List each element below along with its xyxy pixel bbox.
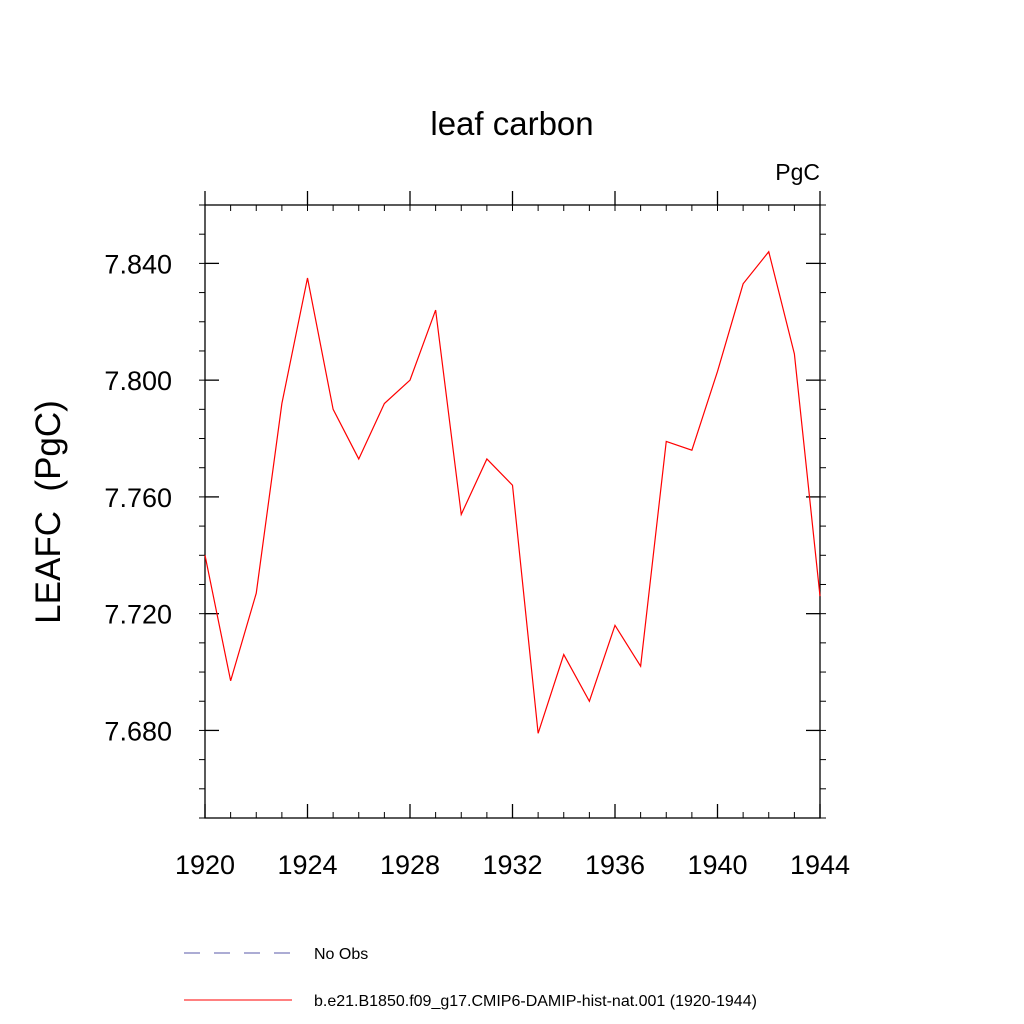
x-tick-label: 1936 xyxy=(585,850,645,880)
legend: No Obs b.e21.B1850.f09_g17.CMIP6-DAMIP-hi… xyxy=(184,946,757,1010)
x-tick-label: 1928 xyxy=(380,850,440,880)
units-label: PgC xyxy=(775,159,820,185)
legend-label: No Obs xyxy=(314,946,368,963)
legend-label: b.e21.B1850.f09_g17.CMIP6-DAMIP-hist-nat… xyxy=(314,993,757,1010)
y-axis-label: LEAFC (PgC) xyxy=(29,400,68,624)
y-tick-label: 7.840 xyxy=(104,249,172,279)
chart-title: leaf carbon xyxy=(430,105,593,142)
y-tick-label: 7.720 xyxy=(104,600,172,630)
x-tick-label: 1932 xyxy=(482,850,542,880)
plot-frame xyxy=(204,204,821,819)
plot-layer: 1920 1924 1928 1932 1936 1940 1944 7.680 7.720 7.… xyxy=(104,191,850,880)
y-tick-label: 7.760 xyxy=(104,483,172,513)
x-tick-label: 1924 xyxy=(277,850,337,880)
y-tick-label: 7.680 xyxy=(104,716,172,746)
x-tick-label: 1944 xyxy=(790,850,850,880)
series-line xyxy=(204,250,821,734)
x-tick-label: 1920 xyxy=(175,850,235,880)
y-tick-label: 7.800 xyxy=(104,366,172,396)
x-tick-label: 1940 xyxy=(687,850,747,880)
